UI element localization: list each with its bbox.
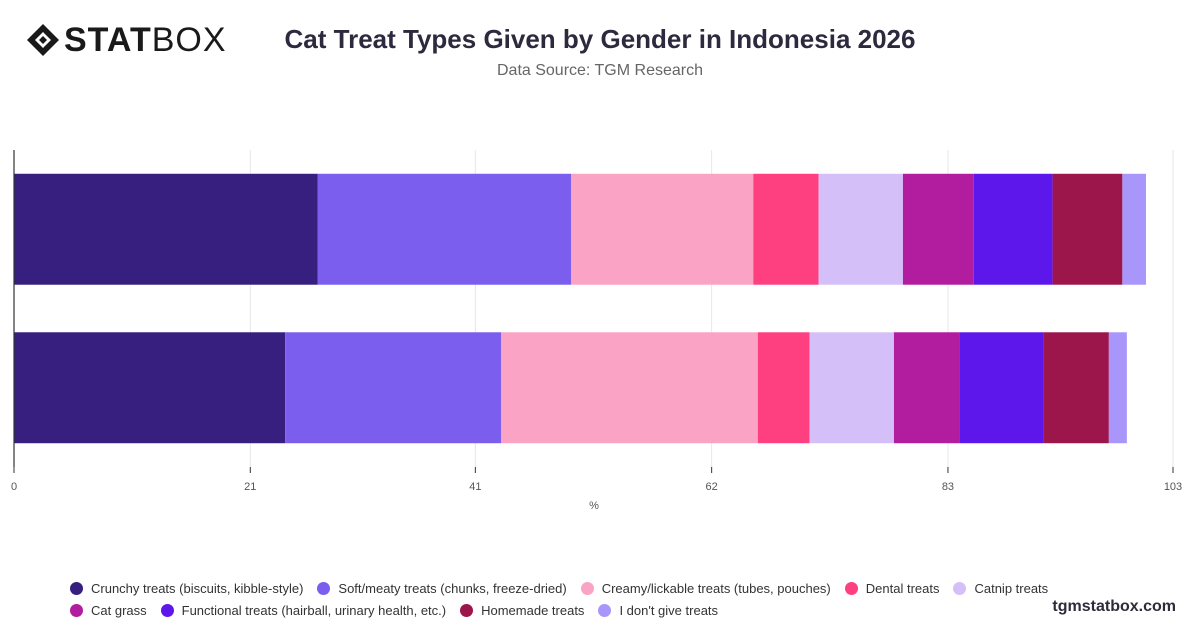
bar-segment bbox=[973, 173, 1053, 285]
legend-label: Functional treats (hairball, urinary hea… bbox=[181, 602, 447, 618]
x-tick-label: 0 bbox=[11, 481, 17, 493]
bar-segment bbox=[753, 173, 819, 285]
bar-segment bbox=[14, 332, 286, 444]
legend-swatch-icon bbox=[460, 603, 474, 617]
legend-label: I don't give treats bbox=[619, 602, 719, 618]
x-tick-label: 83 bbox=[942, 481, 954, 493]
legend-label: Crunchy treats (biscuits, kibble-style) bbox=[91, 580, 304, 596]
legend-item[interactable]: Homemade treats bbox=[460, 602, 584, 618]
chart-title: Cat Treat Types Given by Gender in Indon… bbox=[284, 24, 916, 54]
legend-item[interactable]: Catnip treats bbox=[953, 580, 1048, 596]
logo-text: STATBOX bbox=[64, 22, 227, 58]
x-tick-label: 21 bbox=[244, 481, 256, 493]
bar-layer bbox=[14, 173, 1146, 444]
legend-label: Catnip treats bbox=[974, 580, 1049, 596]
bar-segment bbox=[1052, 173, 1123, 285]
bar-segment bbox=[902, 173, 974, 285]
chart-subtitle: Data Source: TGM Research bbox=[496, 62, 703, 79]
bar-segment bbox=[570, 173, 754, 285]
bar-segment bbox=[757, 332, 810, 444]
legend-label: Dental treats bbox=[865, 580, 940, 596]
chart-legend: Crunchy treats (biscuits, kibble-style) S… bbox=[70, 580, 1090, 618]
stacked-bar-chart: 0 21 41 62 83 103 % bbox=[11, 150, 1182, 512]
legend-item[interactable]: Dental treats bbox=[844, 580, 940, 596]
legend-item[interactable]: I don't give treats bbox=[598, 602, 718, 618]
bar-segment bbox=[959, 332, 1044, 444]
bar-segment bbox=[1108, 332, 1127, 444]
legend-label: Cat grass bbox=[91, 602, 147, 618]
legend-item[interactable]: Crunchy treats (biscuits, kibble-style) bbox=[70, 580, 303, 596]
bar-segment bbox=[1122, 173, 1146, 285]
bar-segment bbox=[809, 332, 894, 444]
x-axis-title: % bbox=[589, 500, 599, 512]
x-tick-label: 103 bbox=[1164, 481, 1182, 493]
legend-label: Homemade treats bbox=[481, 602, 585, 618]
legend-item[interactable]: Creamy/lickable treats (tubes, pouches) bbox=[580, 580, 831, 596]
x-tick-label: 41 bbox=[469, 481, 481, 493]
logo-text-box: BOX bbox=[151, 21, 227, 59]
legend-item[interactable]: Cat grass bbox=[70, 602, 147, 618]
bar-segment bbox=[317, 173, 571, 285]
legend-label: Creamy/lickable treats (tubes, pouches) bbox=[601, 580, 831, 596]
legend-swatch-icon bbox=[70, 603, 83, 617]
legend-swatch-icon bbox=[953, 581, 967, 595]
bar-segment bbox=[818, 173, 903, 285]
legend-swatch-icon bbox=[317, 581, 331, 595]
legend-item[interactable]: Soft/meaty treats (chunks, freeze-dried) bbox=[317, 580, 567, 596]
legend-swatch-icon bbox=[598, 603, 612, 617]
legend-swatch-icon bbox=[580, 581, 594, 595]
legend-item[interactable]: Functional treats (hairball, urinary hea… bbox=[160, 602, 447, 618]
legend-swatch-icon bbox=[70, 581, 83, 595]
bar-segment bbox=[893, 332, 960, 444]
bar-segment bbox=[501, 332, 758, 444]
legend-swatch-icon bbox=[160, 603, 174, 617]
x-axis: 0 21 41 62 83 103 bbox=[11, 150, 1182, 493]
bar-segment bbox=[14, 173, 318, 285]
legend-swatch-icon bbox=[844, 581, 858, 595]
bar-segment bbox=[1043, 332, 1109, 444]
watermark: tgmstatbox.com bbox=[1052, 598, 1176, 615]
bar-segment bbox=[285, 332, 502, 444]
legend-label: Soft/meaty treats (chunks, freeze-dried) bbox=[338, 580, 567, 596]
x-tick-label: 62 bbox=[706, 481, 718, 493]
diamond-logo-icon bbox=[27, 24, 59, 56]
statbox-logo: STATBOX bbox=[26, 22, 227, 58]
logo-text-stat: STAT bbox=[64, 21, 152, 59]
